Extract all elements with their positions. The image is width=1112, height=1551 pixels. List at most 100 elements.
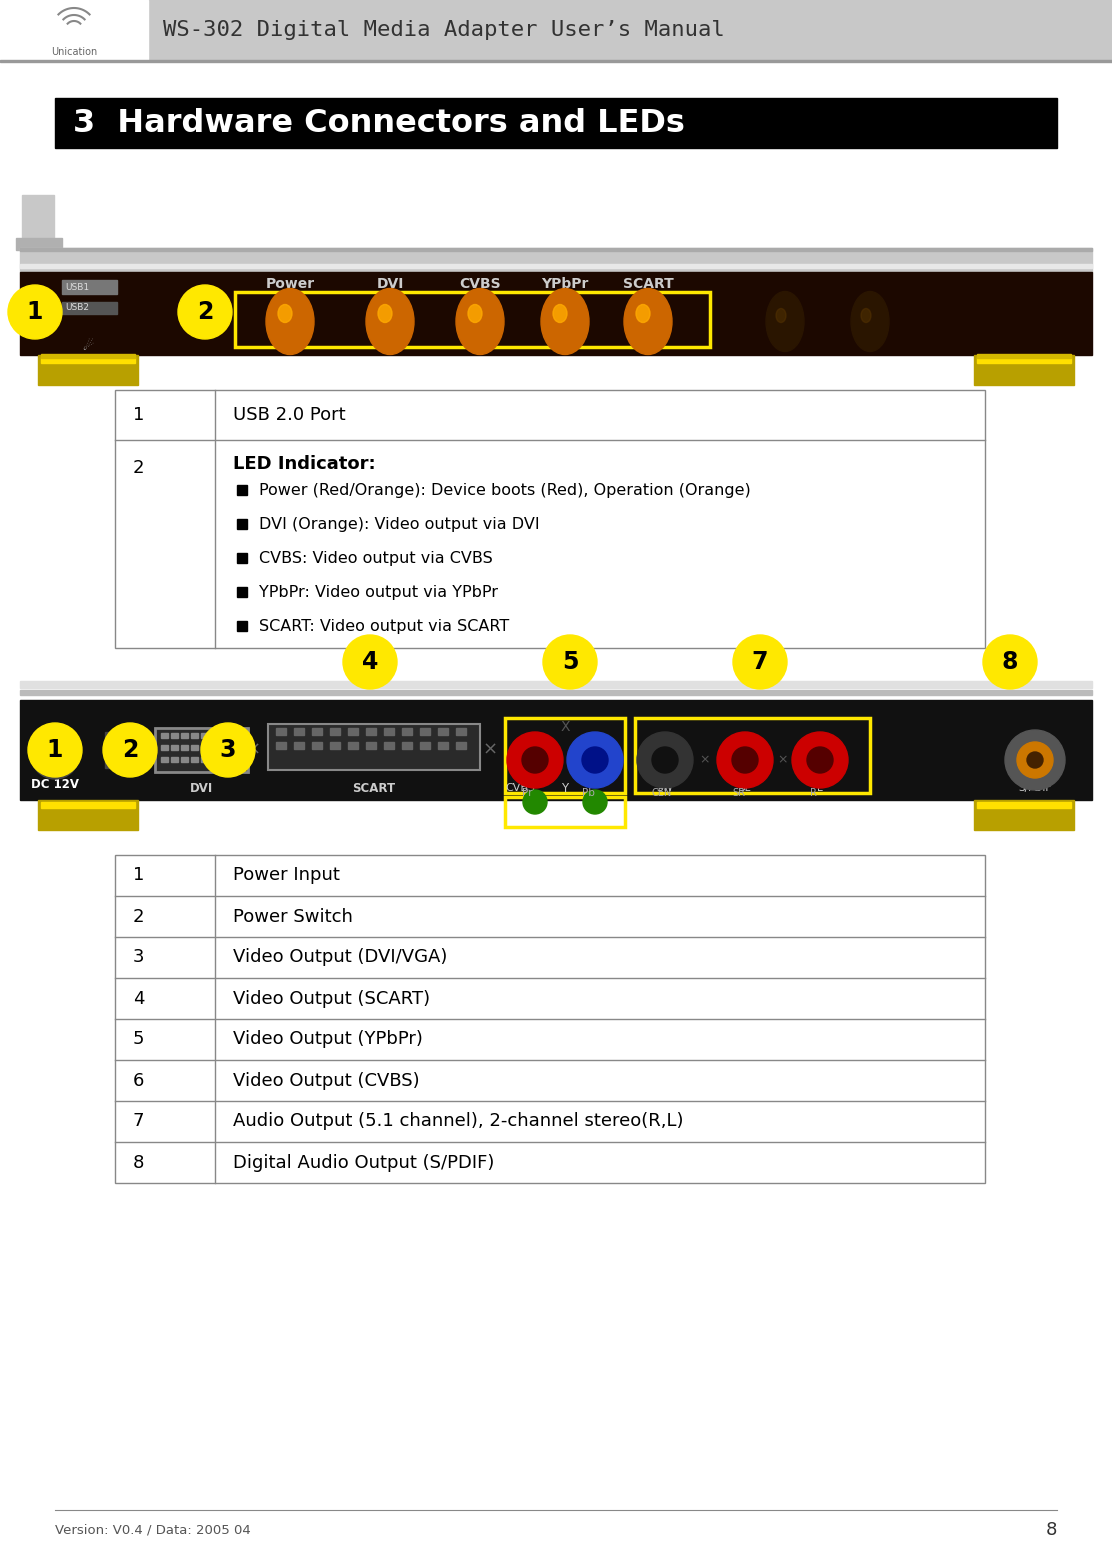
Ellipse shape <box>456 288 504 355</box>
Text: Power Switch: Power Switch <box>234 907 353 926</box>
Text: Unication: Unication <box>51 47 97 57</box>
Bar <box>237 554 247 563</box>
Bar <box>276 727 286 735</box>
Bar <box>171 734 178 738</box>
Bar <box>211 757 218 762</box>
Text: YPbPr: YPbPr <box>542 278 588 292</box>
Ellipse shape <box>366 288 414 355</box>
Bar <box>403 727 413 735</box>
Text: 4: 4 <box>361 650 378 675</box>
Text: USB2: USB2 <box>64 304 89 312</box>
Bar <box>115 855 985 1183</box>
Ellipse shape <box>636 304 651 323</box>
Text: ×: × <box>246 741 260 758</box>
Text: 8: 8 <box>1002 650 1019 675</box>
Bar <box>221 734 228 738</box>
Circle shape <box>522 748 548 772</box>
Circle shape <box>792 732 848 788</box>
Bar <box>201 744 208 751</box>
Circle shape <box>652 748 678 772</box>
Text: 3  Hardware Connectors and LEDs: 3 Hardware Connectors and LEDs <box>73 107 685 138</box>
Bar <box>41 802 135 808</box>
Bar <box>0 60 1112 62</box>
Text: L: L <box>817 783 823 793</box>
Bar <box>241 744 248 751</box>
Bar <box>235 292 709 347</box>
Text: 6: 6 <box>133 1072 145 1089</box>
Text: Pb: Pb <box>582 788 595 799</box>
Text: Power Input: Power Input <box>234 867 340 884</box>
Ellipse shape <box>278 304 292 323</box>
Bar <box>105 732 135 768</box>
Bar <box>62 302 117 313</box>
Text: Video Output (CVBS): Video Output (CVBS) <box>234 1072 419 1089</box>
Text: 2: 2 <box>133 459 145 478</box>
Bar <box>635 718 870 793</box>
Bar <box>403 741 413 749</box>
Bar <box>294 741 304 749</box>
Text: WS-302 Digital Media Adapter User’s Manual: WS-302 Digital Media Adapter User’s Manu… <box>163 20 725 40</box>
Circle shape <box>8 285 62 340</box>
Bar <box>38 800 138 830</box>
Bar <box>20 271 1092 355</box>
Bar <box>231 734 238 738</box>
Text: SCART: Video output via SCART: SCART: Video output via SCART <box>259 619 509 633</box>
Bar <box>977 354 1071 358</box>
Text: DVI: DVI <box>376 278 404 292</box>
Bar <box>115 389 985 648</box>
Bar <box>348 741 358 749</box>
Bar <box>237 485 247 495</box>
Text: Video Output (YPbPr): Video Output (YPbPr) <box>234 1030 423 1048</box>
Circle shape <box>1027 752 1043 768</box>
Circle shape <box>1005 731 1065 789</box>
Text: 3: 3 <box>220 738 236 762</box>
Text: SR: SR <box>732 788 745 799</box>
Bar <box>384 727 394 735</box>
Bar <box>20 690 1092 695</box>
Ellipse shape <box>378 304 393 323</box>
Circle shape <box>507 732 563 788</box>
Circle shape <box>28 723 82 777</box>
Bar <box>312 727 322 735</box>
Text: Power: Power <box>266 278 315 292</box>
Bar <box>201 757 208 762</box>
Bar <box>20 248 1092 271</box>
Text: 1: 1 <box>133 406 145 423</box>
Bar <box>191 734 198 738</box>
Text: USB 2.0 Port: USB 2.0 Port <box>234 406 346 423</box>
Bar <box>241 757 248 762</box>
Text: Video Output (SCART): Video Output (SCART) <box>234 990 430 1008</box>
Ellipse shape <box>553 304 567 323</box>
Bar <box>155 727 248 772</box>
Text: Y: Y <box>562 782 568 794</box>
Circle shape <box>103 723 157 777</box>
Bar <box>237 620 247 631</box>
Bar <box>201 734 208 738</box>
Text: 8: 8 <box>1045 1522 1058 1539</box>
Text: SCART: SCART <box>353 782 396 794</box>
Bar <box>161 744 168 751</box>
Text: USB1: USB1 <box>64 282 89 292</box>
Text: 5: 5 <box>133 1030 145 1048</box>
Bar <box>221 744 228 751</box>
Text: Audio Output (5.1 channel), 2-channel stereo(R,L): Audio Output (5.1 channel), 2-channel st… <box>234 1112 684 1131</box>
Bar <box>191 757 198 762</box>
Circle shape <box>733 634 787 689</box>
Bar <box>330 741 340 749</box>
Text: Digital Audio Output (S/PDIF): Digital Audio Output (S/PDIF) <box>234 1154 495 1171</box>
Circle shape <box>983 634 1037 689</box>
Bar <box>221 757 228 762</box>
Bar <box>237 586 247 597</box>
Bar <box>22 195 54 245</box>
Bar <box>456 727 466 735</box>
Circle shape <box>342 634 397 689</box>
Bar <box>41 354 135 358</box>
Bar <box>109 738 131 766</box>
Text: 1: 1 <box>27 299 43 324</box>
Ellipse shape <box>861 309 871 323</box>
Bar <box>438 727 448 735</box>
Text: SW: SW <box>656 783 674 793</box>
Text: LED Indicator:: LED Indicator: <box>234 454 376 473</box>
Ellipse shape <box>266 288 314 355</box>
Bar <box>171 744 178 751</box>
